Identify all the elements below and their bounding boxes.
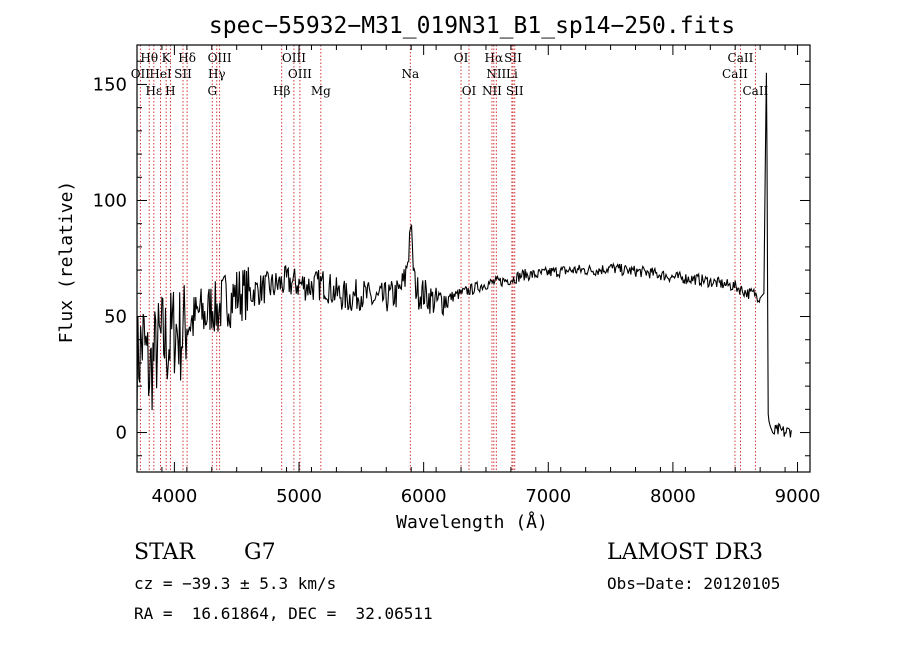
line-label: Na bbox=[401, 67, 419, 81]
x-tick-label: 9000 bbox=[775, 486, 821, 507]
axis-ticks: 4000 5000 6000 7000 8000 9000 0 50 100 150 bbox=[93, 45, 821, 507]
y-tick-label: 100 bbox=[93, 190, 127, 211]
x-tick-label: 8000 bbox=[650, 486, 696, 507]
x-tick-label: 6000 bbox=[401, 486, 447, 507]
x-tick-label: 4000 bbox=[151, 486, 197, 507]
line-label: SII bbox=[506, 84, 524, 98]
line-label: CaII bbox=[728, 51, 754, 65]
line-label: OIII bbox=[208, 51, 232, 65]
line-label: Hθ bbox=[140, 51, 158, 65]
line-label: Hδ bbox=[178, 51, 196, 65]
line-label: Hα bbox=[485, 51, 504, 65]
line-label: K bbox=[162, 51, 172, 65]
obs-date: Obs−Date: 20120105 bbox=[607, 574, 781, 593]
spectral-subclass: G7 bbox=[244, 540, 276, 565]
line-label: OII bbox=[131, 67, 151, 81]
spectrum-series bbox=[136, 72, 792, 438]
y-tick-label: 0 bbox=[116, 423, 127, 444]
line-label: CaII bbox=[742, 84, 768, 98]
chart-title: spec−55932−M31_019N31_B1_sp14−250.fits bbox=[209, 13, 735, 39]
x-axis-label: Wavelength (Å) bbox=[396, 511, 548, 533]
y-tick-label: 150 bbox=[93, 74, 127, 95]
survey-name: LAMOST DR3 bbox=[607, 540, 763, 565]
line-label: Hε bbox=[145, 84, 162, 98]
line-label: Hβ bbox=[273, 84, 290, 98]
y-tick-label: 50 bbox=[104, 307, 127, 328]
y-axis-label: Flux (relative) bbox=[56, 181, 77, 344]
line-label: HeI bbox=[149, 67, 172, 81]
line-label: SII bbox=[504, 51, 522, 65]
line-label: NII bbox=[486, 67, 506, 81]
x-tick-label: 7000 bbox=[525, 486, 571, 507]
line-label: OIII bbox=[282, 51, 306, 65]
line-label: Li bbox=[506, 67, 518, 81]
line-label: CaII bbox=[722, 67, 748, 81]
velocity-readout: cz = −39.3 ± 5.3 km/s bbox=[134, 574, 337, 593]
line-label: Hγ bbox=[208, 67, 226, 81]
line-label: SII bbox=[174, 67, 192, 81]
coordinates: RA = 16.61864, DEC = 32.06511 bbox=[134, 604, 433, 623]
line-label: OI bbox=[454, 51, 469, 65]
x-tick-label: 5000 bbox=[276, 486, 322, 507]
line-label: G bbox=[207, 84, 217, 98]
line-label: H bbox=[165, 84, 175, 98]
object-class: STAR bbox=[134, 540, 195, 565]
line-label: Mg bbox=[311, 84, 331, 98]
spectrum-chart: spec−55932−M31_019N31_B1_sp14−250.fits H… bbox=[56, 13, 821, 533]
line-label: OIII bbox=[288, 67, 312, 81]
line-label: NII bbox=[482, 84, 502, 98]
line-label: OI bbox=[462, 84, 477, 98]
plot-frame bbox=[136, 44, 811, 473]
spectrum-line-0 bbox=[136, 72, 792, 438]
